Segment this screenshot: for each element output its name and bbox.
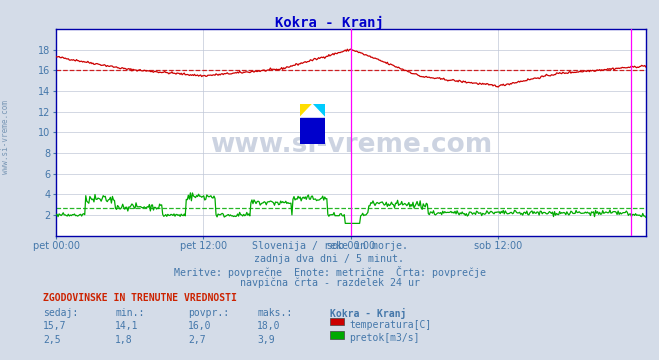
Text: maks.:: maks.: <box>257 308 292 318</box>
Polygon shape <box>312 104 325 118</box>
Text: 16,0: 16,0 <box>188 321 212 331</box>
Text: povpr.:: povpr.: <box>188 308 229 318</box>
Text: 14,1: 14,1 <box>115 321 139 331</box>
Text: 3,9: 3,9 <box>257 335 275 345</box>
Text: Slovenija / reke in morje.: Slovenija / reke in morje. <box>252 241 407 251</box>
Text: www.si-vreme.com: www.si-vreme.com <box>210 132 492 158</box>
Bar <box>300 104 312 118</box>
Text: 15,7: 15,7 <box>43 321 67 331</box>
Text: zadnja dva dni / 5 minut.: zadnja dva dni / 5 minut. <box>254 254 405 264</box>
Text: 2,7: 2,7 <box>188 335 206 345</box>
Text: www.si-vreme.com: www.si-vreme.com <box>1 100 10 174</box>
Bar <box>312 104 325 118</box>
Polygon shape <box>300 104 325 118</box>
Text: min.:: min.: <box>115 308 145 318</box>
Polygon shape <box>300 104 312 118</box>
Text: 18,0: 18,0 <box>257 321 281 331</box>
Text: 1,8: 1,8 <box>115 335 133 345</box>
Text: pretok[m3/s]: pretok[m3/s] <box>349 333 420 343</box>
Text: navpična črta - razdelek 24 ur: navpična črta - razdelek 24 ur <box>239 278 420 288</box>
Bar <box>300 118 325 144</box>
Text: temperatura[C]: temperatura[C] <box>349 320 432 330</box>
Text: Kokra - Kranj: Kokra - Kranj <box>275 16 384 30</box>
Text: sedaj:: sedaj: <box>43 308 78 318</box>
Text: Kokra - Kranj: Kokra - Kranj <box>330 308 406 319</box>
Text: ZGODOVINSKE IN TRENUTNE VREDNOSTI: ZGODOVINSKE IN TRENUTNE VREDNOSTI <box>43 293 237 303</box>
Text: Meritve: povprečne  Enote: metrične  Črta: povprečje: Meritve: povprečne Enote: metrične Črta:… <box>173 266 486 278</box>
Text: 2,5: 2,5 <box>43 335 61 345</box>
